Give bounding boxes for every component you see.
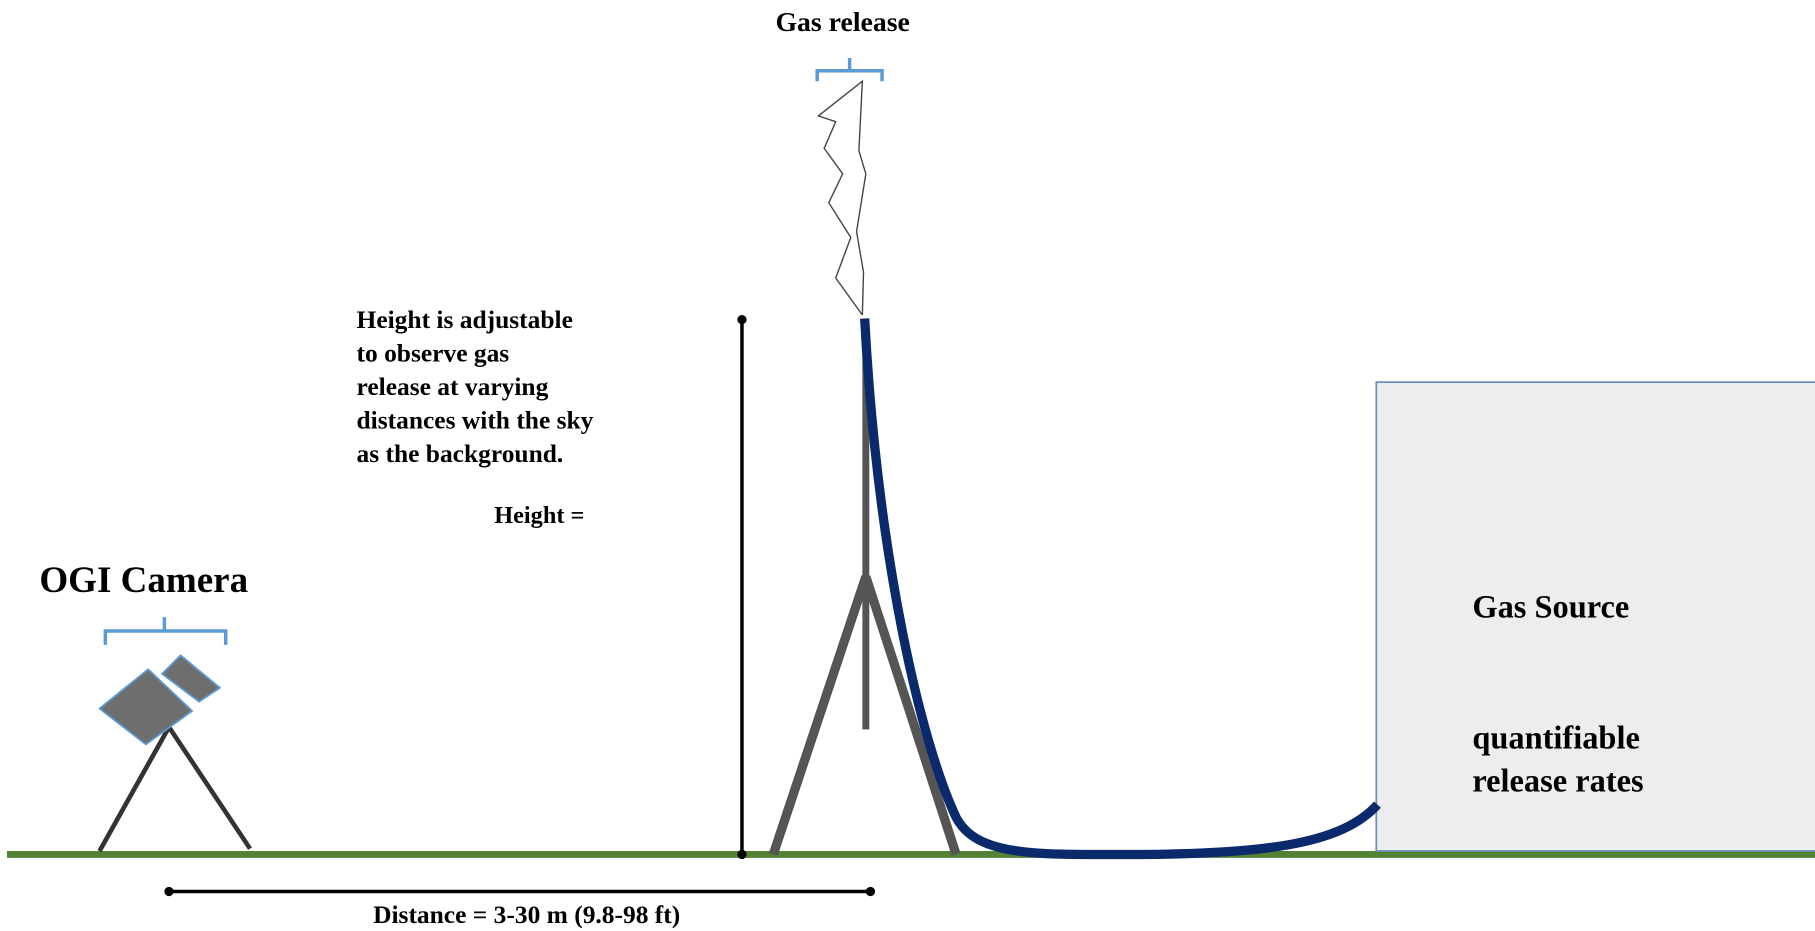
note-line: distances with the sky	[357, 406, 594, 435]
hose	[860, 318, 1381, 860]
stand-leg	[861, 575, 961, 856]
gas-plume	[816, 79, 867, 316]
note-line: Height is adjustable	[357, 305, 573, 334]
camera-leg	[97, 725, 172, 853]
camera-title: OGI Camera	[39, 560, 248, 601]
arrow-end	[164, 886, 174, 897]
gas-source-text: quantifiable	[1472, 720, 1639, 756]
arrow-end	[737, 315, 747, 325]
gas-source-title: Gas Source	[1472, 590, 1629, 626]
gas-source-text: release rates	[1472, 763, 1643, 799]
note-line: as the background.	[357, 439, 564, 468]
stand-leg	[768, 575, 871, 856]
gas-release-title: Gas release	[775, 7, 909, 38]
gas-source-box	[1375, 381, 1815, 852]
bracket	[103, 617, 228, 645]
distance-label: Distance = 3-30 m (9.8-98 ft)	[373, 900, 680, 929]
height-label: Height =	[494, 502, 584, 529]
camera-body	[98, 668, 194, 746]
camera-lens	[160, 654, 222, 703]
note-line: release at varying	[357, 372, 549, 401]
arrow-end	[865, 886, 876, 897]
note-line: to observe gas	[357, 338, 510, 367]
arrow-end	[737, 849, 747, 860]
bracket	[815, 58, 884, 82]
height-note: Height is adjustable to observe gas rele…	[357, 305, 594, 468]
camera-leg	[167, 725, 252, 850]
